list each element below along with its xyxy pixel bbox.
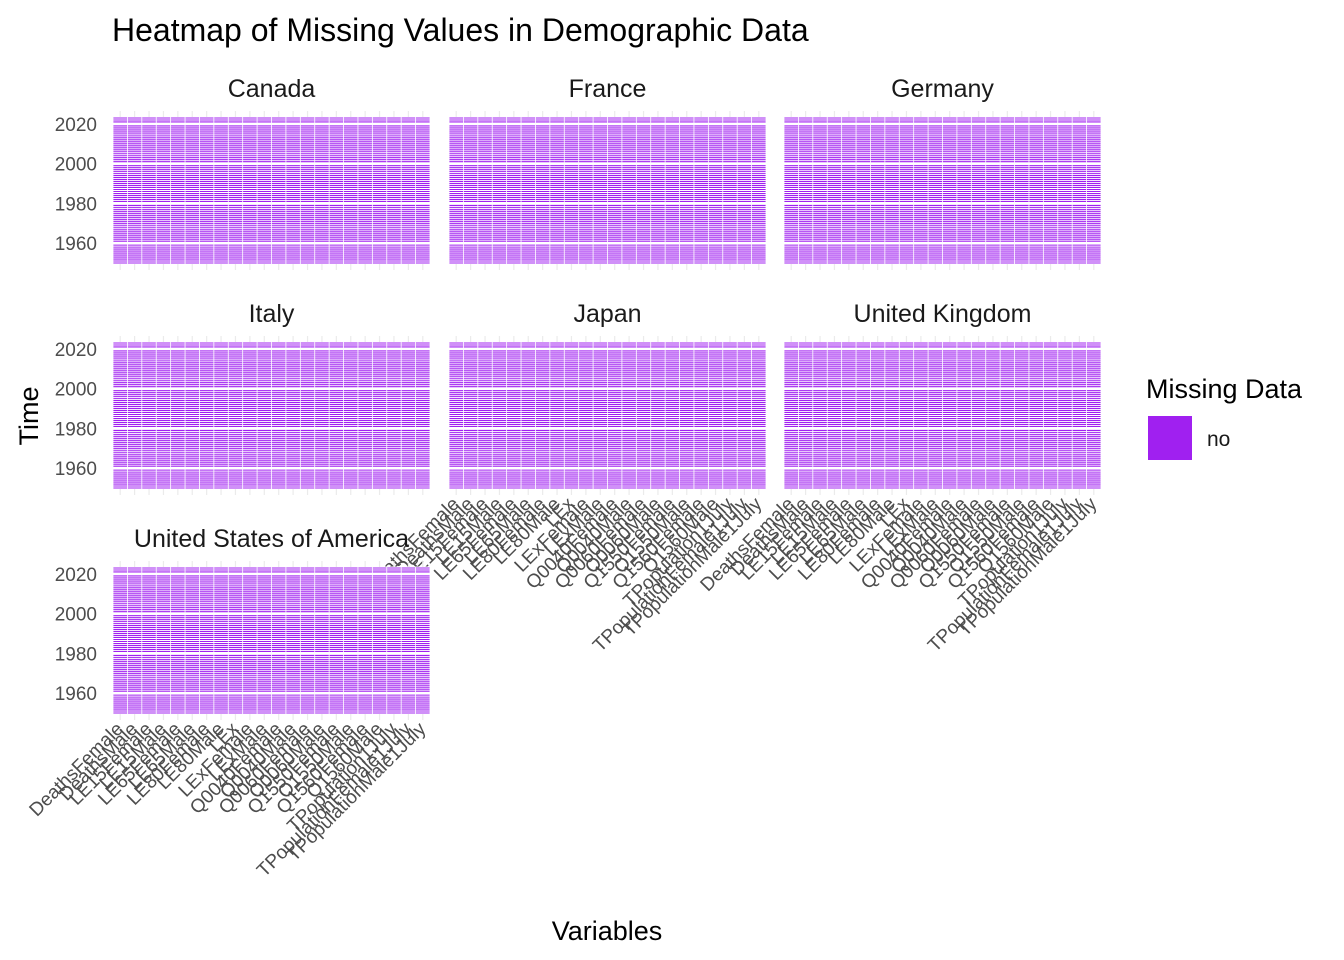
legend: Missing Data no — [1146, 374, 1303, 460]
tile-column-separators — [783, 117, 1102, 264]
y-tick-label: 1960 — [55, 684, 97, 705]
panel-united-states-of-america: United States of America 1960 1980 2000 2020… — [26, 525, 431, 881]
y-tick-label: 2000 — [55, 155, 97, 176]
panel-title: France — [569, 75, 647, 103]
y-tick-label: 2000 — [55, 605, 97, 626]
panel-title: Germany — [891, 75, 994, 103]
y-axis-title: Time — [14, 387, 44, 446]
y-tick-label: 2020 — [55, 340, 97, 361]
y-tick-label: 2020 — [55, 565, 97, 586]
tile-column-separators — [112, 117, 431, 264]
y-tick-label: 1980 — [55, 419, 97, 440]
tile-column-separators — [448, 342, 767, 489]
panel-title: Italy — [249, 300, 295, 328]
panel-canada: Canada 1960 1980 2000 2020 — [55, 75, 431, 270]
y-tick-label: 1960 — [55, 459, 97, 480]
x-axis-title: Variables — [552, 916, 663, 946]
tile-column-separators — [783, 342, 1102, 489]
panel-france: France — [448, 75, 767, 270]
panel-title: United Kingdom — [854, 300, 1032, 328]
panel-title: Canada — [228, 75, 316, 103]
chart-title: Heatmap of Missing Values in Demographic… — [112, 12, 809, 48]
panel-title: United States of America — [134, 525, 409, 553]
tile-column-separators — [448, 117, 767, 264]
tile-column-separators — [112, 342, 431, 489]
y-tick-label: 2000 — [55, 380, 97, 401]
legend-label-no: no — [1207, 428, 1230, 451]
y-tick-label: 2020 — [55, 115, 97, 136]
legend-swatch-no — [1148, 416, 1192, 460]
facet-panels: Canada 1960 1980 2000 2020 France Germany Italy… — [26, 75, 1102, 881]
panel-italy: Italy 1960 1980 2000 2020 — [55, 300, 431, 495]
y-tick-label: 1960 — [55, 234, 97, 255]
panel-title: Japan — [573, 300, 641, 328]
legend-title: Missing Data — [1146, 374, 1303, 404]
tile-column-separators — [112, 567, 431, 714]
panel-germany: Germany — [783, 75, 1102, 270]
y-tick-label: 1980 — [55, 194, 97, 215]
y-tick-label: 1980 — [55, 644, 97, 665]
